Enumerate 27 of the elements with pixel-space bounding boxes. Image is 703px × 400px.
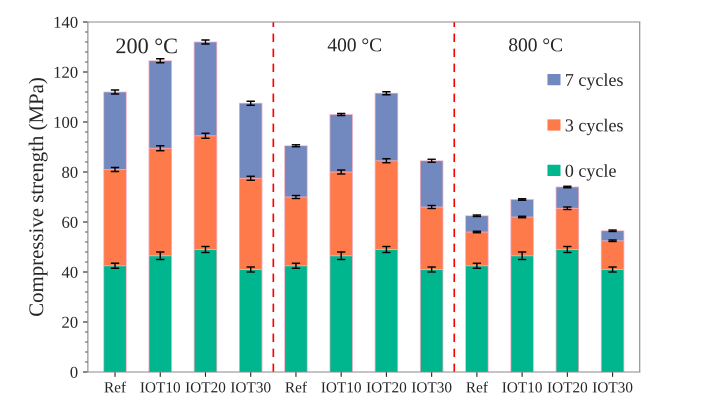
legend-label: 7 cycles — [566, 73, 623, 90]
x-tick-label: Ref — [104, 382, 126, 392]
y-axis-title: Compressive strength (MPa) — [28, 78, 48, 316]
y-tick-label: 80 — [62, 166, 78, 178]
annotation: 400 °C — [328, 38, 382, 52]
y-tick-label: 60 — [62, 216, 78, 228]
annotation: 800 °C — [509, 38, 562, 52]
x-tick-label: Ref — [285, 382, 307, 392]
y-tick-label: 40 — [62, 266, 78, 278]
x-tick-label: IOT30 — [230, 382, 270, 392]
x-tick-label: IOT10 — [140, 382, 180, 392]
x-tick-label: IOT20 — [366, 382, 406, 392]
y-tick-label: 20 — [62, 316, 78, 328]
x-tick-label: Ref — [466, 382, 488, 392]
legend-label: 0 cycle — [566, 164, 616, 181]
x-tick-label: IOT30 — [592, 382, 632, 392]
legend-label: 3 cycles — [566, 118, 623, 136]
x-tick-label: IOT10 — [502, 382, 542, 392]
y-tick-label: 140 — [54, 16, 78, 28]
y-tick-label: 0 — [70, 366, 78, 378]
x-tick-label: IOT30 — [412, 382, 452, 392]
x-tick-label: IOT20 — [186, 382, 226, 392]
y-tick-label: 100 — [54, 116, 78, 128]
x-tick-label: IOT20 — [548, 382, 588, 392]
y-tick-label: 120 — [54, 66, 78, 78]
x-tick-label: IOT10 — [321, 382, 361, 392]
annotation: 200 °C — [116, 38, 177, 54]
